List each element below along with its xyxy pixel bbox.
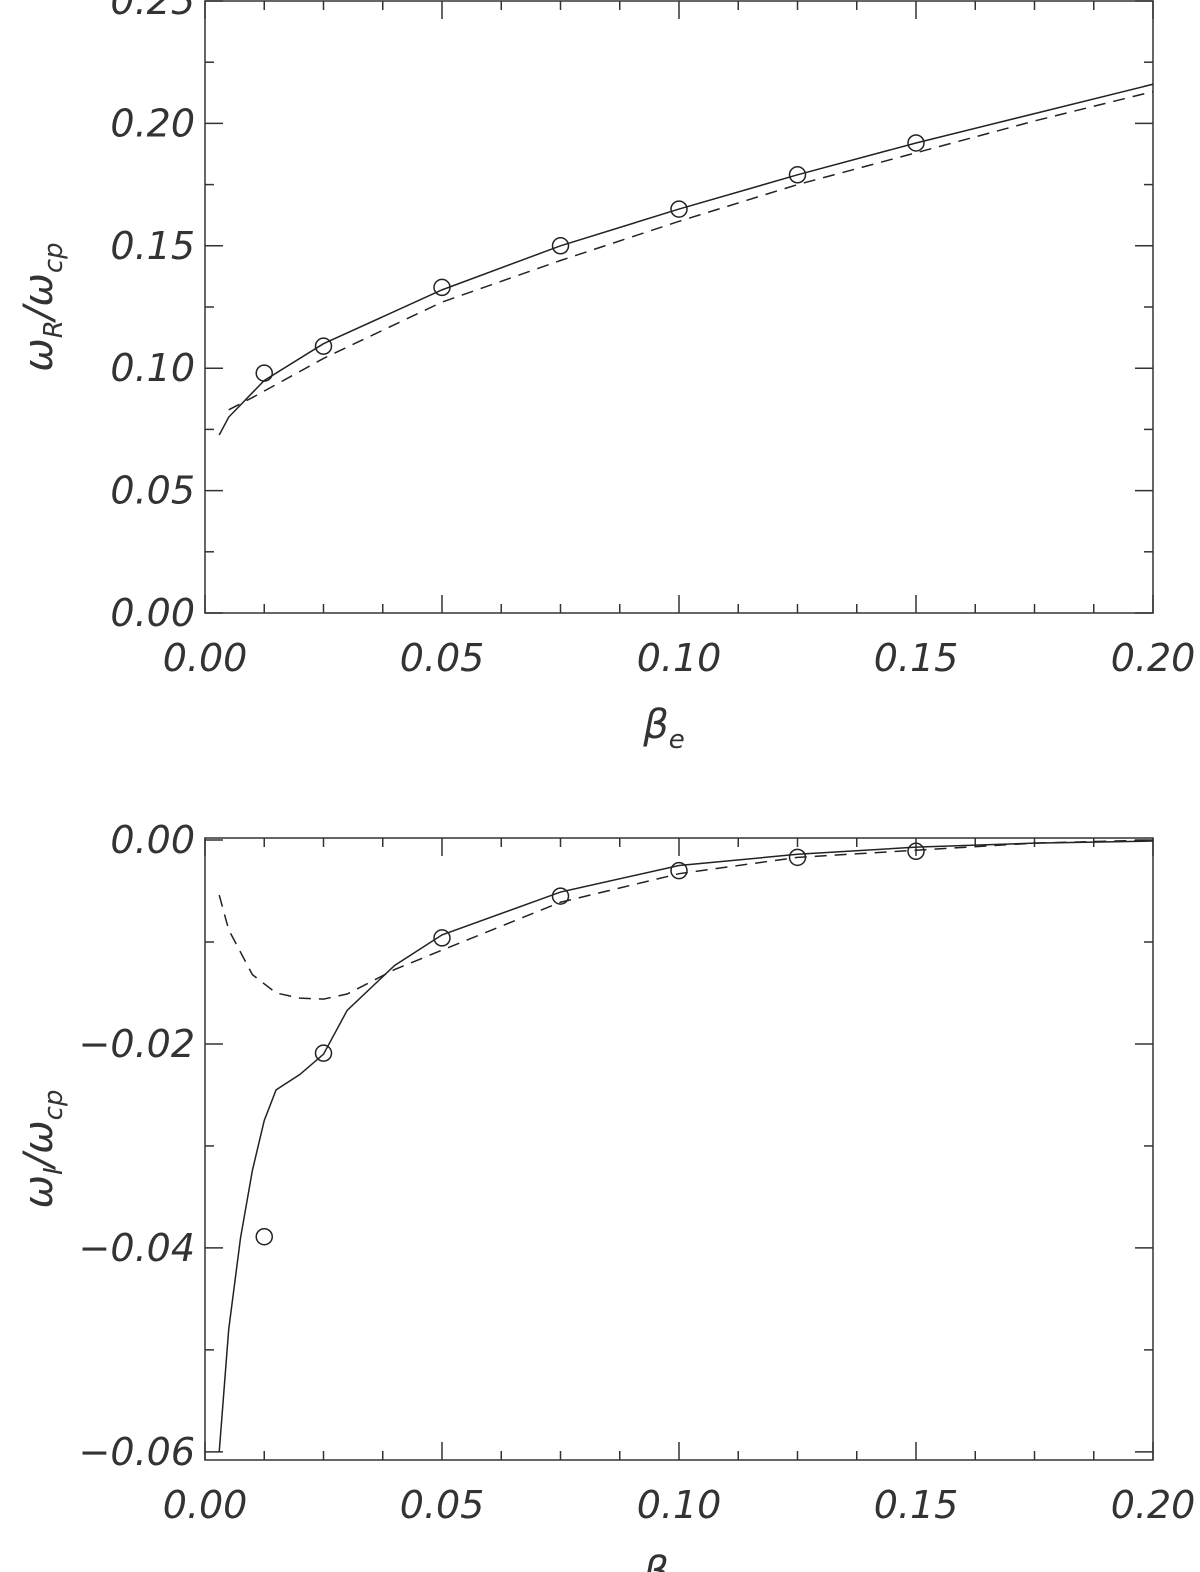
x-axis-label: βe: [642, 702, 685, 755]
x-tick-label: 0.00: [163, 1483, 248, 1527]
y-axis-label: ωI/ωcp: [16, 1090, 69, 1209]
data-point: [551, 237, 570, 255]
data-point: [551, 887, 570, 905]
x-tick-label: 0.10: [637, 636, 722, 680]
x-tick-label: 0.00: [163, 636, 248, 680]
data-point: [907, 842, 925, 861]
label-subscript: I: [39, 1167, 69, 1175]
data-point: [670, 861, 688, 880]
data-point: [255, 364, 273, 382]
y-tick-label: 0.15: [110, 224, 195, 268]
dashed-line: [228, 90, 1154, 411]
label-symbol: /: [16, 1149, 62, 1170]
y-tick-label: 0.05: [110, 469, 195, 513]
label-subscript: cp: [39, 1090, 69, 1121]
label-symbol: ω: [16, 338, 62, 372]
label-subscript: e: [669, 725, 685, 755]
x-tick-label: 0.05: [400, 636, 485, 680]
x-tick-label: 0.20: [1111, 636, 1196, 680]
x-tick-label: 0.10: [637, 1483, 722, 1527]
solid-line: [218, 83, 1154, 436]
label-subscript: cp: [39, 242, 69, 273]
solid-line: [218, 840, 1154, 1452]
y-tick-label: −0.06: [79, 1430, 195, 1474]
plot-frame: [204, 837, 1154, 1461]
y-tick-label: 0.00: [110, 818, 195, 862]
plot-frame: [204, 0, 1154, 614]
x-tick-label: 0.05: [400, 1483, 485, 1527]
label-symbol: ω: [16, 1120, 62, 1154]
data-point: [788, 166, 807, 184]
x-tick-label: 0.15: [874, 636, 959, 680]
y-tick-label: −0.02: [79, 1022, 195, 1066]
data-point: [255, 1227, 273, 1246]
x-tick-label: 0.20: [1111, 1483, 1196, 1527]
y-tick-label: 0.10: [110, 346, 195, 390]
x-tick-label: 0.15: [874, 1483, 959, 1527]
y-tick-label: 0.00: [110, 591, 195, 635]
label-symbol: β: [642, 702, 669, 748]
dashed-line: [218, 839, 1154, 1000]
data-point: [907, 134, 925, 152]
data-point: [433, 929, 451, 947]
data-point: [314, 1044, 333, 1062]
data-point: [788, 848, 807, 867]
data-point: [314, 337, 333, 355]
label-symbol: /: [16, 302, 62, 323]
x-axis-label: βe: [642, 1549, 685, 1572]
y-tick-label: 0.25: [110, 0, 195, 23]
data-point: [670, 200, 688, 218]
label-symbol: ω: [16, 1175, 62, 1209]
label-symbol: ω: [16, 273, 62, 307]
y-tick-label: 0.20: [110, 101, 195, 145]
y-tick-label: −0.04: [79, 1226, 195, 1270]
y-axis-label: ωR/ωcp: [16, 242, 69, 371]
label-subscript: R: [39, 320, 69, 338]
data-point: [433, 278, 451, 297]
label-symbol: β: [642, 1549, 669, 1572]
